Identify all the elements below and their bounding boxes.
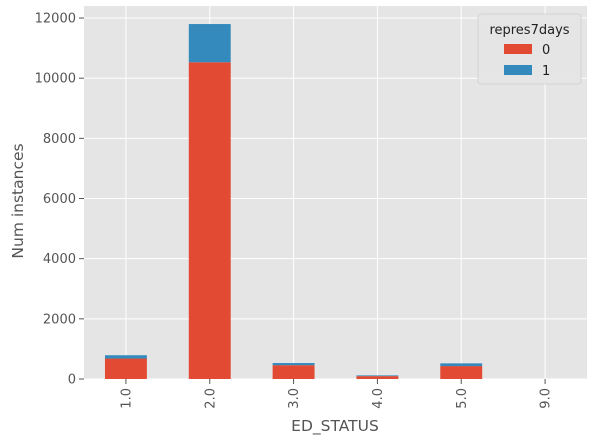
y-tick-label: 2000 bbox=[43, 312, 76, 327]
x-tick-label: 1.0 bbox=[119, 388, 134, 409]
bar-2.0-series-1 bbox=[188, 24, 231, 63]
y-tick-label: 4000 bbox=[43, 252, 76, 267]
y-tick-label: 0 bbox=[68, 373, 76, 388]
x-tick-label: 9.0 bbox=[539, 388, 554, 409]
bar-2.0-series-0 bbox=[188, 62, 231, 380]
bar-5.0-series-0 bbox=[440, 366, 483, 379]
legend-label-1: 1 bbox=[542, 64, 550, 79]
y-tick-label: 6000 bbox=[43, 192, 76, 207]
x-tick-label: 2.0 bbox=[203, 388, 218, 409]
bar-3.0-series-1 bbox=[272, 363, 315, 366]
bar-5.0-series-1 bbox=[440, 363, 483, 367]
x-axis-label: ED_STATUS bbox=[291, 417, 379, 436]
x-tick-label: 3.0 bbox=[287, 388, 302, 409]
legend-label-0: 0 bbox=[542, 43, 550, 58]
x-tick-label: 4.0 bbox=[371, 388, 386, 409]
y-axis-ticks: 0 2000 4000 6000 8000 10000 12000 bbox=[35, 12, 84, 388]
legend-swatch-1 bbox=[504, 65, 532, 75]
x-axis-ticks: 1.0 2.0 3.0 4.0 5.0 9.0 bbox=[119, 379, 554, 409]
y-tick-label: 12000 bbox=[35, 12, 76, 27]
y-tick-label: 10000 bbox=[35, 72, 76, 87]
legend-swatch-0 bbox=[504, 44, 532, 54]
bar-1.0-series-0 bbox=[104, 358, 147, 379]
bars bbox=[104, 24, 483, 380]
bar-4.0-series-1 bbox=[356, 375, 399, 377]
y-tick-label: 8000 bbox=[43, 132, 76, 147]
bar-1.0-series-1 bbox=[104, 355, 147, 359]
x-tick-label: 5.0 bbox=[455, 388, 470, 409]
legend-title: repres7days bbox=[489, 23, 569, 38]
legend: repres7days 0 1 bbox=[477, 13, 582, 85]
bar-3.0-series-0 bbox=[272, 365, 315, 379]
y-axis-label: Num instances bbox=[9, 143, 27, 258]
bar-4.0-series-0 bbox=[356, 376, 399, 379]
